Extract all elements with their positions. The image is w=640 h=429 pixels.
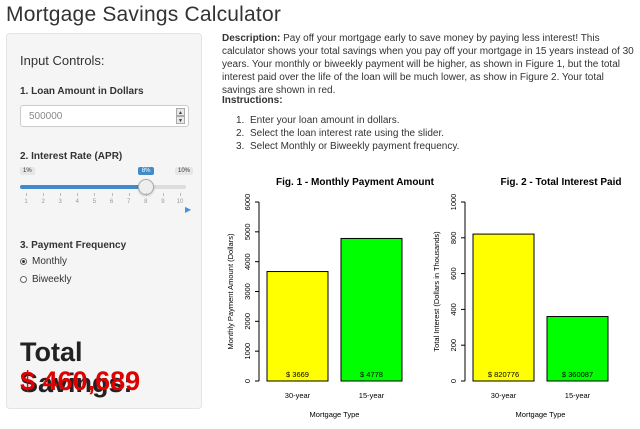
bar-data-label: $ 820776 [488,370,519,379]
x-tick-label: 15-year [359,391,385,400]
chart-total-interest: Fig. 2 - Total Interest Paid 0 200 400 600 80… [432,177,622,419]
bar-15-year [340,237,403,382]
slider-tick-label: 9 [161,199,165,205]
slider-tick-label: 6 [109,199,114,205]
slider-tick [128,193,130,196]
slider-tick [77,193,79,196]
radio-biweekly-label: Biweekly [32,274,72,285]
instructions-heading: Instructions: [222,95,283,106]
y-tick-label: 0 [243,379,252,383]
slider-tick-label: 3 [58,199,62,205]
x-tick-label: 30-year [491,391,517,400]
slider-tick-label: 2 [41,199,45,205]
y-tick-label: 1000 [243,343,252,360]
radio-biweekly-dot[interactable] [20,276,27,283]
y-tick-label: 400 [449,303,458,316]
radio-biweekly[interactable]: Biweekly [20,274,71,285]
loan-amount-input[interactable]: 500000 ▲ ▼ [20,105,189,127]
y-axis-label: Total Interest (Dollars in Thousands) [432,231,441,352]
chart-title: Fig. 1 - Monthly Payment Amount [276,177,435,188]
slider-max-label: 10% [174,167,193,175]
slider-tick-label: 4 [75,199,79,205]
y-tick-label: 200 [449,339,458,352]
slider-tick [43,193,45,196]
y-tick-label: 0 [449,379,458,383]
instructions-list: 1. Enter your loan amount in dollars. 2. S… [236,114,459,153]
chart-title: Fig. 2 - Total Interest Paid [501,177,622,188]
loan-amount-label: 1. Loan Amount in Dollars [20,86,144,97]
instruction-item: 1. Enter your loan amount in dollars. [236,115,400,126]
slider-tick-label: 8 [144,199,148,205]
y-tick-label: 800 [449,232,458,245]
y-tick-label: 1000 [449,194,458,211]
y-tick-label: 6000 [243,194,252,211]
slider-play-icon[interactable]: ▶ [185,205,192,214]
description-body: Pay off your mortgage early to save mone… [222,33,634,96]
description-head: Description: [222,33,281,44]
slider-tick [94,193,96,196]
sidebar-panel: Input Controls: 1. Loan Amount in Dollar… [6,33,202,409]
bar-15-year [546,316,609,382]
total-savings-value: $ 460,689 [20,366,141,396]
slider-tick [60,193,62,196]
interest-rate-label: 2. Interest Rate (APR) [20,151,123,162]
slider-tick [111,193,113,196]
loan-amount-value: 500000 [29,111,63,122]
description: Description: Pay off your mortgage early… [222,32,634,97]
bar-data-label: $ 4778 [360,370,383,379]
instruction-item: 3. Select Monthly or Biweekly payment fre… [236,141,460,152]
x-axis-label: Mortgage Type [516,410,566,419]
y-tick-label: 2000 [243,313,252,330]
total-savings-label: Total Savings: [20,337,133,398]
y-tick-label: 600 [449,267,458,280]
slider-tick-label: 5 [92,199,97,205]
spin-down-icon[interactable]: ▼ [176,116,185,124]
y-tick-label: 4000 [243,253,252,270]
bar-30-year [266,271,329,382]
slider-tick [162,193,164,196]
y-tick-label: 3000 [243,283,252,300]
payment-frequency-label: 3. Payment Frequency [20,240,127,251]
slider-tick-label: 1 [24,199,28,205]
x-axis-label: Mortgage Type [310,410,360,419]
radio-monthly[interactable]: Monthly [20,256,67,267]
slider-tick [145,193,147,196]
radio-monthly-label: Monthly [32,256,68,267]
bar-30-year [472,233,535,382]
app-title: Mortgage Savings Calculator [6,3,282,26]
bar-data-label: $ 3669 [286,370,309,379]
slider-ticks: 1 2 3 4 5 6 7 8 9 10 [20,193,186,205]
chart-monthly-payment: Fig. 1 - Monthly Payment Amount 0 1000 2000… [226,177,435,419]
sidebar-heading: Input Controls: [20,53,105,68]
radio-monthly-dot[interactable] [20,258,27,265]
y-tick-label: 5000 [243,223,252,240]
slider-tick-label: 7 [126,199,131,205]
loan-amount-spinner[interactable]: ▲ ▼ [176,108,185,124]
slider-tick-label: 10 [176,199,184,205]
x-tick-label: 15-year [565,391,591,400]
slider-tick [26,193,27,196]
slider-tick [180,193,181,196]
instruction-item: 2. Select the loan interest rate using th… [236,128,445,139]
slider-min-label: 1% [20,167,35,175]
interest-rate-slider[interactable]: 1% 8% 10% 1 2 3 4 5 6 7 8 9 10 ▶ [20,165,193,245]
slider-fill [20,185,146,189]
bar-data-label: $ 360087 [562,370,593,379]
x-tick-label: 30-year [285,391,311,400]
spin-up-icon[interactable]: ▲ [176,108,185,116]
slider-value-label: 8% [137,167,155,175]
y-axis-label: Monthly Payment Amount (Dollars) [226,233,235,349]
